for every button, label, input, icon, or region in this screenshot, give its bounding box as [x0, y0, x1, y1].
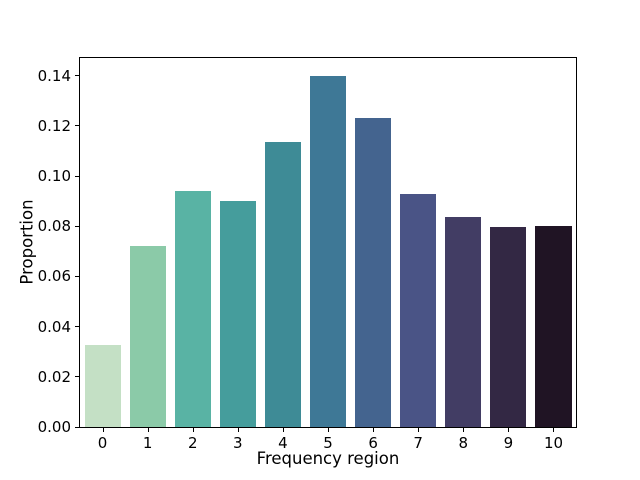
bar-slot-9 — [486, 58, 531, 427]
x-tick-5: 5 — [305, 427, 350, 452]
bar-10 — [535, 226, 572, 427]
y-tick-mark — [75, 175, 80, 177]
y-tick-label: 0.02 — [37, 367, 71, 386]
bar-5 — [309, 75, 347, 427]
x-tick-label: 5 — [323, 434, 333, 452]
y-tick-label: 0.00 — [37, 418, 71, 436]
bar-9 — [490, 227, 527, 427]
x-tick-mark — [237, 427, 239, 432]
x-tick-label: 1 — [142, 434, 153, 452]
y-tick-mark — [75, 275, 80, 277]
bar-6 — [355, 118, 392, 427]
x-tick-label: 6 — [368, 434, 378, 452]
x-tick-mark — [328, 427, 330, 432]
x-tick-label: 0 — [97, 434, 108, 452]
bar-0 — [84, 345, 121, 427]
x-tick-10: 10 — [531, 427, 576, 452]
y-tick-label: 0.04 — [37, 317, 71, 336]
x-tick-mark — [463, 427, 465, 432]
x-tick-9: 9 — [486, 427, 531, 452]
plot-area — [79, 57, 577, 428]
x-tick-label: 2 — [187, 434, 198, 452]
bar-1 — [129, 246, 166, 427]
bar-2 — [174, 191, 211, 427]
x-tick-1: 1 — [125, 427, 170, 452]
bar-slot-4 — [260, 58, 305, 427]
bar-series — [80, 58, 576, 427]
x-tick-7: 7 — [396, 427, 441, 452]
y-tick-mark — [75, 225, 80, 227]
y-tick-mark — [75, 125, 80, 127]
bar-7 — [400, 193, 437, 427]
bar-slot-10 — [531, 58, 576, 427]
x-tick-mark — [553, 427, 555, 432]
bar-8 — [445, 217, 482, 427]
bar-slot-7 — [396, 58, 441, 427]
x-tick-8: 8 — [441, 427, 486, 452]
y-tick-label: 0.06 — [37, 267, 71, 286]
x-tick-label: 9 — [503, 434, 514, 452]
x-tick-mark — [102, 427, 104, 432]
y-tick-mark — [75, 75, 80, 77]
x-tick-label: 3 — [233, 434, 243, 452]
y-axis-ticks: 0.00 0.02 0.04 0.06 0.08 0.10 0.12 0.14 — [0, 58, 80, 436]
x-tick-mark — [282, 427, 284, 432]
bar-4 — [264, 142, 301, 427]
y-tick-label: 0.12 — [37, 116, 71, 135]
bar-slot-2 — [170, 58, 215, 427]
x-axis-label: Frequency region — [256, 449, 400, 468]
x-tick-mark — [373, 427, 375, 432]
x-tick-label: 8 — [458, 434, 469, 452]
x-tick-mark — [192, 427, 194, 432]
x-tick-mark — [147, 427, 149, 432]
x-tick-3: 3 — [215, 427, 260, 452]
y-tick-label: 0.08 — [37, 217, 71, 236]
bar-slot-8 — [441, 58, 486, 427]
bar-slot-5 — [305, 58, 350, 427]
y-tick-mark — [75, 376, 80, 378]
x-tick-mark — [418, 427, 420, 432]
y-tick-mark — [75, 426, 80, 428]
x-tick-2: 2 — [170, 427, 215, 452]
y-tick-mark — [75, 326, 80, 328]
x-tick-4: 4 — [260, 427, 305, 452]
y-tick-label: 0.10 — [37, 167, 71, 185]
y-tick-label: 0.14 — [37, 66, 71, 85]
bar-slot-1 — [125, 58, 170, 427]
bar-slot-0 — [80, 58, 125, 427]
x-tick-label: 7 — [413, 434, 423, 452]
x-tick-6: 6 — [351, 427, 396, 452]
x-tick-0: 0 — [80, 427, 125, 452]
x-tick-label: 4 — [278, 434, 288, 452]
x-axis-ticks: 0 1 2 3 4 5 6 7 8 9 10 — [80, 427, 576, 452]
x-tick-label: 10 — [543, 434, 564, 452]
bar-slot-6 — [351, 58, 396, 427]
bar-slot-3 — [215, 58, 260, 427]
x-tick-mark — [508, 427, 510, 432]
bar-3 — [219, 201, 256, 427]
